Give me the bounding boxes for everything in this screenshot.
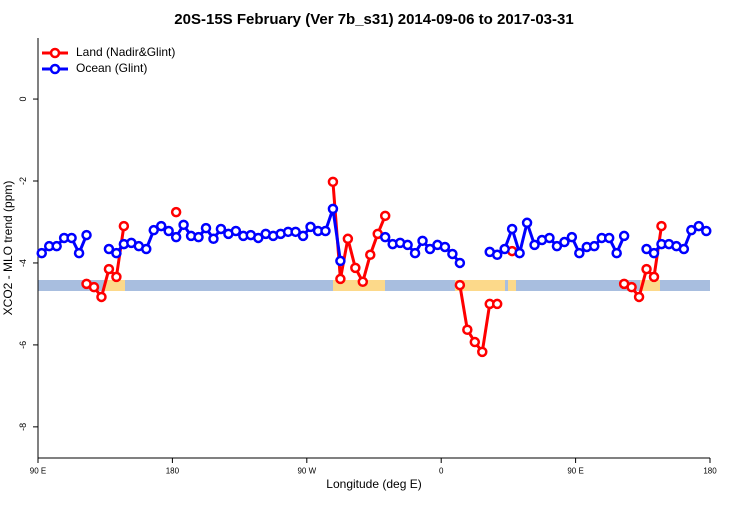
data-point (327, 176, 339, 188)
data-point (111, 247, 122, 259)
data-point (350, 262, 361, 274)
data-point (633, 291, 645, 303)
data-point (551, 240, 563, 252)
data-point (529, 239, 540, 251)
data-point (103, 243, 115, 255)
data-point (215, 223, 227, 235)
data-point (656, 220, 667, 232)
data-point (327, 203, 339, 215)
data-point (357, 276, 369, 288)
data-point (439, 241, 451, 253)
data-point (253, 232, 264, 244)
data-point (118, 220, 130, 232)
legend-label: Ocean (Glint) (76, 61, 147, 75)
data-point (514, 247, 525, 259)
data-point (648, 247, 660, 259)
legend-marker (49, 47, 61, 59)
data-point (379, 231, 391, 243)
y-tick-label: 0 (18, 97, 28, 102)
data-point (96, 291, 107, 303)
y-tick-label: -2 (18, 177, 28, 185)
data-point (454, 257, 466, 269)
data-point (200, 222, 212, 234)
data-point (521, 217, 533, 229)
data-point (641, 243, 652, 255)
data-point (193, 231, 204, 243)
data-point (701, 225, 712, 237)
data-point (477, 346, 488, 358)
data-point (163, 225, 174, 237)
data-point (379, 210, 391, 222)
data-point (51, 240, 62, 252)
y-tick-label: -6 (18, 341, 28, 349)
data-point (320, 225, 331, 237)
data-point (491, 249, 503, 261)
x-tick-label: 90 W (297, 467, 316, 476)
data-point (342, 233, 354, 245)
x-tick-label: 90 E (567, 467, 583, 476)
data-point (626, 281, 637, 293)
legend-label: Land (Nadir&Glint) (76, 45, 175, 59)
data-point (544, 232, 555, 244)
data-point (454, 279, 466, 291)
data-point (603, 232, 615, 244)
data-point (686, 224, 697, 236)
data-point (81, 229, 92, 241)
data-point (491, 298, 503, 310)
data-point (559, 236, 570, 248)
data-point (305, 221, 316, 233)
data-point (402, 239, 413, 251)
data-point (36, 247, 47, 259)
data-point (469, 336, 481, 348)
y-tick-label: -8 (18, 423, 28, 431)
data-point (424, 243, 436, 255)
data-point (648, 271, 660, 283)
data-point (693, 220, 705, 232)
legend-marker (49, 63, 61, 75)
data-point (103, 263, 115, 275)
x-tick-label: 180 (703, 467, 717, 476)
data-point (170, 231, 182, 243)
data-point (574, 247, 585, 259)
data-point (462, 324, 473, 335)
data-point (230, 225, 242, 237)
data-point (447, 248, 458, 260)
data-point (506, 223, 518, 235)
data-point (641, 263, 652, 275)
data-point (335, 273, 346, 285)
data-point (141, 243, 152, 255)
data-point (499, 243, 510, 255)
data-point (155, 220, 167, 232)
data-point (297, 230, 309, 242)
data-point (73, 247, 85, 259)
y-tick-label: -4 (18, 259, 28, 267)
data-point (678, 243, 690, 255)
data-point (417, 235, 428, 247)
data-point (365, 249, 376, 261)
data-point (589, 240, 600, 252)
x-tick-label: 180 (166, 467, 180, 476)
data-point (170, 206, 182, 218)
data-point (566, 231, 578, 243)
chart-title: 20S-15S February (Ver 7b_s31) 2014-09-06… (174, 11, 573, 28)
data-point (66, 232, 77, 244)
data-point (88, 281, 100, 293)
x-axis-label: Longitude (deg E) (326, 477, 421, 491)
data-point (618, 230, 630, 242)
y-axis-label: XCO2 - MLO trend (ppm) (1, 181, 15, 316)
data-point (111, 271, 122, 283)
data-point (290, 226, 301, 238)
data-point (208, 233, 219, 245)
land-mask (38, 280, 710, 291)
data-point (409, 247, 421, 259)
x-tick-label: 90 E (30, 467, 46, 476)
data-point (335, 255, 346, 267)
data-point (148, 224, 159, 236)
x-tick-label: 0 (439, 467, 444, 476)
data-point (178, 219, 189, 231)
data-point (611, 247, 622, 259)
